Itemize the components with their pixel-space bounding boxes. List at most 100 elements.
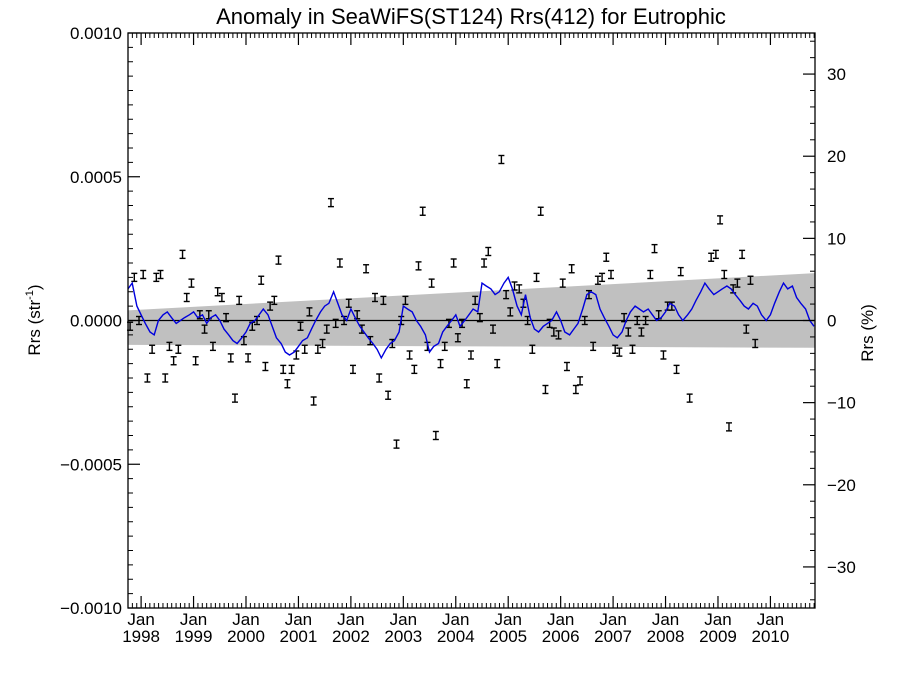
data-point	[454, 333, 461, 343]
x-tick-month: Jan	[442, 610, 469, 629]
data-point	[712, 249, 719, 260]
data-point	[638, 327, 645, 337]
x-tick-year: 2006	[542, 627, 580, 646]
data-point	[550, 327, 557, 337]
data-point	[660, 350, 667, 360]
y2-tick-label: −20	[827, 476, 856, 495]
data-point	[179, 249, 186, 260]
data-point	[629, 344, 636, 354]
data-point	[507, 307, 514, 317]
data-point	[349, 364, 356, 375]
y-tick-label: −0.0005	[60, 455, 122, 474]
x-tick-year: 2009	[699, 627, 737, 646]
data-point	[406, 350, 413, 360]
data-point	[747, 275, 754, 285]
data-point	[603, 252, 610, 262]
x-tick-month: Jan	[127, 610, 154, 629]
data-point	[725, 422, 732, 432]
x-tick-year: 2002	[332, 627, 370, 646]
x-tick-month: Jan	[494, 610, 521, 629]
data-point	[231, 393, 238, 403]
data-point	[183, 292, 190, 303]
data-point	[673, 364, 680, 375]
data-point	[568, 264, 575, 274]
data-point	[280, 364, 287, 375]
data-point	[533, 272, 540, 283]
data-point	[428, 278, 435, 288]
data-point	[537, 206, 544, 216]
data-point	[201, 324, 208, 334]
data-point	[686, 393, 693, 403]
data-point	[166, 341, 173, 352]
data-point	[196, 310, 203, 320]
data-point	[721, 269, 728, 280]
y-tick-label: −0.0010	[60, 599, 122, 618]
data-point	[529, 344, 536, 354]
data-point	[385, 390, 392, 400]
data-point	[306, 307, 313, 317]
data-point	[144, 373, 151, 383]
y-tick-label: 0.0010	[70, 24, 122, 43]
data-point	[131, 272, 138, 283]
x-tick-year: 2008	[647, 627, 685, 646]
data-point	[214, 287, 221, 297]
x-tick-month: Jan	[337, 610, 364, 629]
y-axis-left: −0.0010 −0.0005 0.0000 0.0005 0.0010	[60, 24, 140, 618]
data-point	[218, 292, 225, 303]
x-tick-year: 2005	[489, 627, 527, 646]
data-point	[677, 266, 684, 277]
data-point	[245, 353, 252, 363]
data-point	[209, 341, 216, 352]
x-tick-year: 2007	[594, 627, 632, 646]
x-tick-year: 2004	[437, 627, 475, 646]
data-point	[363, 264, 370, 274]
data-point	[149, 344, 156, 354]
data-point	[708, 252, 715, 262]
data-point	[402, 295, 409, 306]
data-point	[310, 396, 317, 406]
data-point	[642, 315, 649, 326]
y2-tick-label: 0	[827, 312, 836, 331]
x-tick-month: Jan	[704, 610, 731, 629]
data-point	[236, 295, 243, 306]
data-point	[503, 289, 510, 300]
x-tick-year: 1999	[175, 627, 213, 646]
y2-tick-label: 30	[827, 65, 846, 84]
data-point	[542, 384, 549, 395]
data-point	[437, 358, 444, 369]
data-point	[327, 197, 334, 208]
data-point	[162, 373, 169, 383]
x-tick-year: 2001	[280, 627, 318, 646]
y2-tick-label: −30	[827, 558, 856, 577]
data-point	[476, 312, 483, 323]
data-point	[314, 344, 321, 354]
data-point	[170, 356, 177, 366]
x-axis: Jan1998Jan1999Jan2000Jan2001Jan2002Jan20…	[122, 33, 815, 646]
data-point	[227, 353, 234, 363]
data-point	[743, 324, 750, 334]
data-point	[494, 358, 501, 369]
y-tick-label: 0.0005	[70, 168, 122, 187]
data-point	[301, 344, 308, 354]
data-point	[140, 269, 147, 280]
data-point	[472, 295, 479, 306]
data-point	[485, 246, 492, 257]
data-point	[153, 272, 160, 283]
data-point	[275, 255, 282, 265]
data-point	[288, 364, 295, 375]
data-point	[271, 295, 278, 306]
y-tick-label: 0.0000	[70, 312, 122, 331]
y2-tick-label: 20	[827, 147, 846, 166]
x-tick-year: 1998	[122, 627, 160, 646]
y2-tick-label: 10	[827, 229, 846, 248]
data-point	[467, 350, 474, 360]
data-point	[651, 243, 658, 254]
y2-axis-label: Rrs (%)	[858, 304, 877, 362]
data-point	[625, 327, 632, 337]
x-tick-month: Jan	[232, 610, 259, 629]
x-tick-year: 2010	[752, 627, 790, 646]
data-point	[581, 315, 588, 326]
data-point	[616, 347, 623, 357]
data-point	[372, 292, 379, 303]
